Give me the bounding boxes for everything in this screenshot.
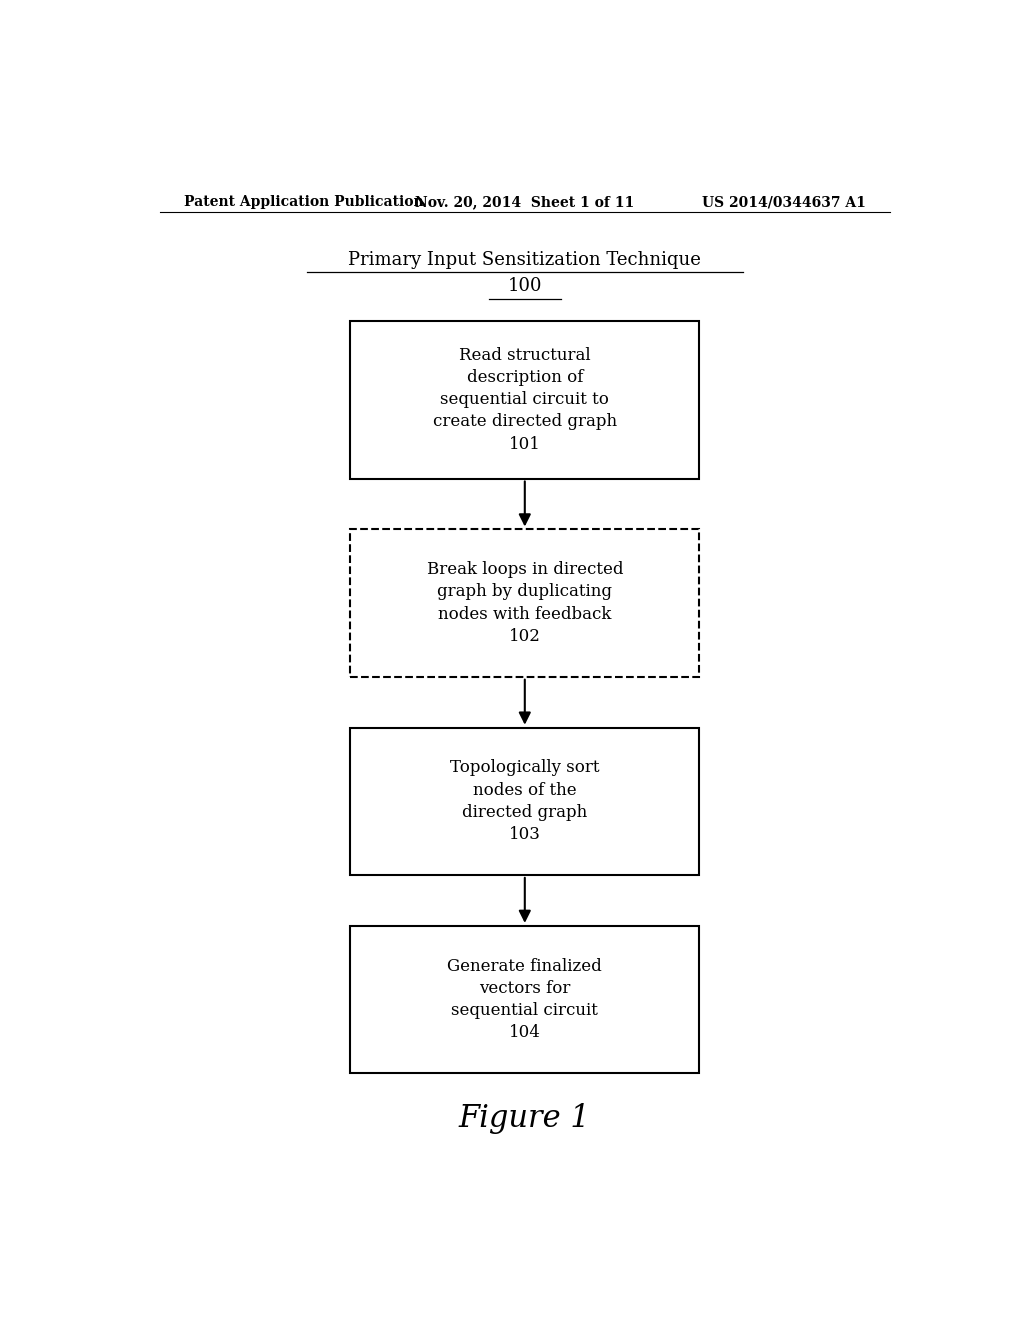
Bar [350, 727, 699, 875]
Text: Generate finalized
vectors for
sequential circuit
104: Generate finalized vectors for sequentia… [447, 958, 602, 1041]
Text: 100: 100 [508, 277, 542, 296]
Bar [350, 529, 699, 677]
Text: Primary Input Sensitization Technique: Primary Input Sensitization Technique [348, 251, 701, 269]
Text: Read structural
description of
sequential circuit to
create directed graph
101: Read structural description of sequentia… [433, 347, 616, 453]
Bar [350, 925, 699, 1073]
Text: US 2014/0344637 A1: US 2014/0344637 A1 [702, 195, 866, 209]
Bar [350, 321, 699, 479]
Text: Patent Application Publication: Patent Application Publication [183, 195, 423, 209]
Text: Nov. 20, 2014  Sheet 1 of 11: Nov. 20, 2014 Sheet 1 of 11 [415, 195, 635, 209]
Text: Figure 1: Figure 1 [459, 1104, 591, 1134]
Text: Topologically sort
nodes of the
directed graph
103: Topologically sort nodes of the directed… [451, 759, 599, 843]
Text: Break loops in directed
graph by duplicating
nodes with feedback
102: Break loops in directed graph by duplica… [427, 561, 623, 645]
